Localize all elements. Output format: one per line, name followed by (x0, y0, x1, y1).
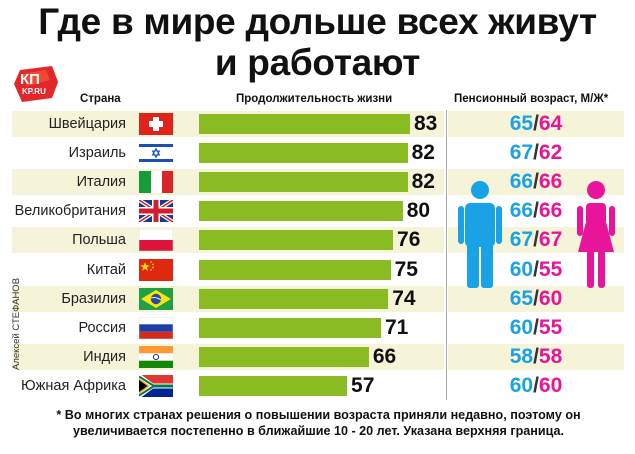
bar (199, 114, 410, 134)
country-label: Индия (83, 348, 126, 365)
italy-flag (139, 171, 173, 194)
male-pension-age: 65 (509, 286, 534, 310)
pension-age-value: 58/58 (448, 344, 624, 370)
female-pension-age: 55 (538, 257, 563, 281)
israel-flag (139, 142, 173, 165)
female-pension-age: 55 (538, 315, 563, 339)
pension-row-band (448, 343, 624, 370)
bar (199, 259, 391, 280)
logo-text: КП (20, 71, 40, 88)
male-pension-age: 58 (509, 344, 534, 368)
china-flag (139, 258, 173, 281)
male-pension-age: 60 (509, 373, 534, 397)
uk-flag (139, 200, 173, 223)
female-pension-age: 64 (538, 112, 563, 135)
male-pension-age: 65 (509, 112, 534, 135)
country-label: Китай (86, 261, 126, 278)
female-pension-age: 62 (538, 141, 563, 165)
kp-logo: КП KP.RU (14, 66, 58, 102)
separator-slash: / (533, 141, 539, 165)
column-divider (446, 110, 447, 400)
female-pension-age: 67 (538, 228, 563, 252)
data-label: 57 (351, 373, 375, 397)
bar (199, 230, 394, 251)
bar (199, 375, 348, 396)
switzerland-flag (139, 113, 173, 135)
male-pension-age: 60 (509, 315, 534, 339)
column-header-life-expectancy: Продолжительность жизни (236, 93, 393, 105)
separator-slash: / (533, 315, 539, 339)
separator-slash: / (533, 228, 539, 252)
pension-age-value: 60/55 (448, 257, 624, 283)
pension-age-value: 65/64 (448, 111, 624, 137)
bar (199, 143, 408, 164)
country-label: Великобритания (14, 203, 126, 220)
india-flag (139, 345, 173, 368)
separator-slash: / (533, 170, 539, 194)
pension-age-value: 66/66 (448, 198, 624, 224)
pension-age-value: 60/55 (448, 315, 624, 341)
female-pension-age: 66 (538, 199, 563, 223)
country-label: Италия (76, 174, 126, 191)
pension-row-band (448, 285, 624, 312)
pension-age-value: 60/60 (448, 373, 624, 399)
country-label: Израиль (68, 145, 126, 162)
separator-slash: / (533, 373, 539, 397)
country-label: Польша (72, 232, 126, 249)
male-pension-age: 67 (509, 141, 534, 165)
separator-slash: / (533, 257, 539, 281)
data-label: 76 (397, 228, 421, 252)
south-africa-flag (139, 374, 173, 397)
male-figure-icon (458, 181, 502, 288)
bar (199, 172, 408, 193)
pension-age-value: 67/67 (448, 227, 624, 253)
bar (199, 201, 403, 222)
male-pension-age: 67 (509, 228, 534, 252)
male-pension-age: 66 (509, 170, 534, 194)
bar (199, 346, 369, 367)
country-label: Южная Африка (21, 377, 126, 394)
pension-age-value: 65/60 (448, 286, 624, 312)
female-pension-age: 60 (538, 373, 563, 397)
male-pension-age: 66 (509, 199, 534, 223)
author-credit: Алексей СТЕФАНОВ (11, 277, 22, 370)
data-label: 66 (372, 344, 397, 368)
pension-age-value: 66/66 (448, 169, 624, 195)
pension-row-band (448, 111, 624, 137)
bar (199, 317, 381, 338)
logo-sub: KP.RU (22, 87, 46, 96)
female-pension-age: 66 (538, 170, 563, 194)
separator-slash: / (533, 112, 539, 135)
data-label: 80 (406, 199, 431, 223)
country-label: Бразилия (61, 290, 126, 307)
poland-flag (139, 229, 173, 252)
data-label: 82 (411, 170, 435, 194)
male-pension-age: 60 (509, 257, 534, 281)
russia-flag (139, 316, 173, 339)
country-label: Швейцария (48, 116, 126, 132)
page-title: Где в мире дольше всех живут (38, 1, 597, 42)
female-pension-age: 60 (538, 286, 563, 310)
column-header-pension-age: Пенсионный возраст, М/Ж* (454, 93, 609, 105)
separator-slash: / (533, 344, 539, 368)
data-label: 74 (392, 286, 416, 310)
pension-age-value: 67/62 (448, 140, 624, 166)
data-label: 83 (414, 112, 438, 135)
data-label: 71 (384, 315, 409, 339)
data-label: 75 (394, 257, 418, 281)
footnote: * Во многих странах решения о повышении … (56, 408, 581, 438)
column-header-country: Страна (80, 93, 121, 105)
data-label: 82 (411, 141, 435, 165)
country-label: Россия (78, 319, 126, 336)
brazil-flag (139, 287, 173, 310)
female-pension-age: 58 (538, 344, 563, 368)
separator-slash: / (533, 199, 539, 223)
bar (199, 288, 389, 309)
page-title-line2: и работают (214, 42, 421, 83)
female-figure-icon (577, 181, 615, 288)
separator-slash: / (533, 286, 539, 310)
